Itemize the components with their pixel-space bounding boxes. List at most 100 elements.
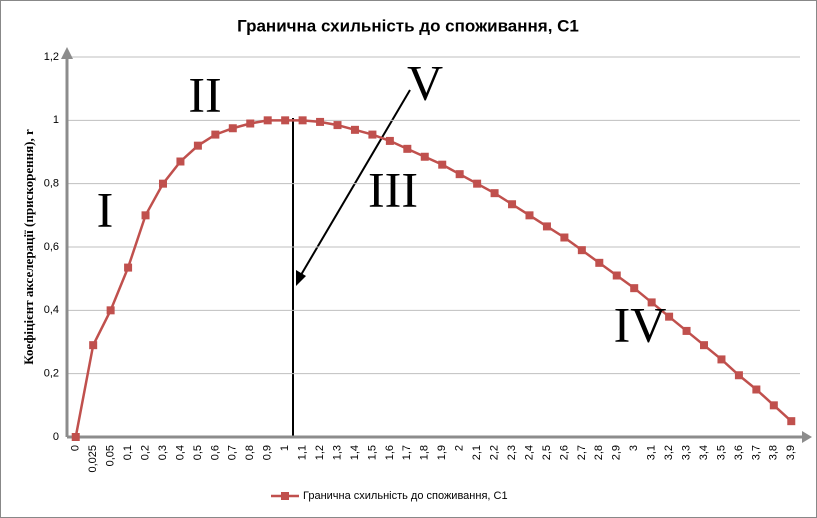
data-point bbox=[752, 385, 761, 394]
x-tick-label: 0,5 bbox=[192, 445, 204, 460]
data-point bbox=[630, 284, 639, 293]
annotation: IV bbox=[614, 296, 667, 352]
x-tick-label: 2,4 bbox=[523, 445, 535, 460]
data-point bbox=[769, 401, 778, 410]
x-tick-label: 0 bbox=[70, 445, 82, 451]
annotation: II bbox=[188, 66, 221, 122]
x-tick-label: 0,2 bbox=[139, 445, 151, 460]
data-point bbox=[612, 271, 621, 280]
x-tick-label: 1,9 bbox=[436, 445, 448, 460]
data-point bbox=[717, 355, 726, 364]
data-point bbox=[89, 341, 98, 350]
x-tick-label: 2,6 bbox=[558, 445, 570, 460]
y-tick-label: 1,2 bbox=[44, 51, 59, 63]
data-point bbox=[403, 144, 412, 153]
arrow-head bbox=[296, 270, 306, 286]
data-point bbox=[176, 157, 185, 166]
annotation: I bbox=[97, 181, 114, 237]
data-point bbox=[350, 125, 359, 134]
x-tick-label: 3,2 bbox=[663, 445, 675, 460]
y-axis-arrow bbox=[61, 47, 73, 59]
y-tick-label: 0 bbox=[53, 431, 59, 443]
data-point bbox=[455, 170, 464, 179]
arrow bbox=[297, 89, 411, 281]
y-tick-label: 1 bbox=[53, 114, 59, 126]
x-tick-label: 1,1 bbox=[297, 445, 309, 460]
x-tick-label: 0,8 bbox=[244, 445, 256, 460]
x-tick-label: 0,7 bbox=[227, 445, 239, 460]
y-tick-label: 0,6 bbox=[44, 241, 59, 253]
data-point bbox=[490, 189, 499, 198]
data-point bbox=[647, 298, 656, 307]
x-tick-label: 2,3 bbox=[506, 445, 518, 460]
x-tick-label: 0,3 bbox=[157, 445, 169, 460]
y-tick-label: 0,4 bbox=[44, 304, 59, 316]
annotation: III bbox=[368, 161, 418, 217]
x-tick-label: 1,8 bbox=[419, 445, 431, 460]
y-tick-label: 0,8 bbox=[44, 178, 59, 190]
x-tick-label: 3,5 bbox=[715, 445, 727, 460]
x-tick-label: 0,9 bbox=[262, 445, 274, 460]
data-point bbox=[228, 124, 237, 133]
data-point bbox=[508, 200, 517, 209]
x-tick-label: 0,025 bbox=[87, 445, 99, 473]
data-point bbox=[246, 119, 255, 128]
x-tick-label: 2,9 bbox=[611, 445, 623, 460]
data-point bbox=[106, 306, 115, 315]
data-point bbox=[525, 211, 534, 220]
x-tick-label: 0,4 bbox=[174, 445, 186, 460]
x-tick-label: 1,7 bbox=[401, 445, 413, 460]
x-tick-label: 0,1 bbox=[122, 445, 134, 460]
x-tick-label: 3,4 bbox=[698, 445, 710, 460]
x-axis-arrow bbox=[802, 431, 812, 443]
data-point bbox=[420, 152, 429, 161]
x-tick-label: 1,6 bbox=[384, 445, 396, 460]
data-point bbox=[158, 179, 167, 188]
data-point bbox=[473, 179, 482, 188]
x-tick-label: 2,7 bbox=[576, 445, 588, 460]
y-axis-title: Коефіцієнт акселерації (прискорення), r bbox=[21, 129, 36, 365]
chart-title: Гранична схильність до споживання, С1 bbox=[237, 16, 579, 35]
x-tick-label: 3,7 bbox=[750, 445, 762, 460]
data-point bbox=[211, 130, 220, 139]
data-point bbox=[700, 341, 709, 350]
data-point bbox=[665, 312, 674, 321]
data-point bbox=[333, 121, 342, 130]
data-point bbox=[734, 371, 743, 380]
x-tick-label: 1 bbox=[279, 445, 291, 451]
x-tick-label: 3,8 bbox=[768, 445, 780, 460]
data-point bbox=[141, 211, 150, 220]
x-tick-label: 2,5 bbox=[541, 445, 553, 460]
x-tick-label: 2 bbox=[454, 445, 466, 451]
x-tick-label: 0,6 bbox=[209, 445, 221, 460]
x-tick-label: 0,05 bbox=[105, 445, 117, 466]
data-point bbox=[193, 141, 202, 150]
legend-marker bbox=[281, 492, 289, 500]
x-tick-label: 3,3 bbox=[680, 445, 692, 460]
x-tick-label: 3,9 bbox=[785, 445, 797, 460]
data-point bbox=[71, 433, 80, 441]
x-tick-label: 3,1 bbox=[646, 445, 658, 460]
data-point bbox=[298, 116, 307, 125]
x-tick-label: 3 bbox=[628, 445, 640, 451]
annotation: V bbox=[407, 54, 443, 110]
data-point bbox=[281, 116, 290, 125]
data-point bbox=[595, 258, 604, 267]
x-tick-label: 2,8 bbox=[593, 445, 605, 460]
data-point bbox=[263, 116, 272, 125]
data-point bbox=[124, 263, 133, 272]
x-tick-label: 1,4 bbox=[349, 445, 361, 460]
x-tick-label: 1,2 bbox=[314, 445, 326, 460]
data-point bbox=[787, 417, 796, 426]
legend-label: Гранична схильність до споживання, С1 bbox=[303, 490, 508, 502]
data-point bbox=[316, 117, 325, 126]
x-tick-label: 3,6 bbox=[733, 445, 745, 460]
x-tick-label: 1,5 bbox=[366, 445, 378, 460]
data-point bbox=[577, 246, 586, 255]
data-point bbox=[682, 326, 691, 335]
data-point bbox=[560, 233, 569, 242]
data-point bbox=[385, 136, 394, 145]
x-tick-label: 2,2 bbox=[488, 445, 500, 460]
